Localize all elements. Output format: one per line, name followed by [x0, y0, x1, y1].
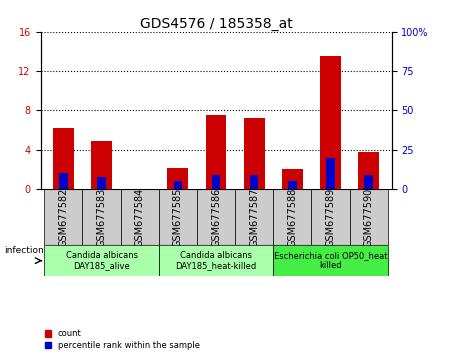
Legend: count, percentile rank within the sample: count, percentile rank within the sample — [45, 329, 200, 350]
Text: GSM677589: GSM677589 — [325, 188, 335, 247]
Bar — [174, 181, 182, 189]
Bar — [121, 189, 159, 245]
Bar — [53, 128, 74, 189]
Bar — [159, 245, 273, 276]
Text: GSM677585: GSM677585 — [173, 188, 183, 247]
Text: GSM677583: GSM677583 — [97, 188, 107, 247]
Bar — [326, 158, 335, 189]
Text: Escherichia coli OP50_heat
killed: Escherichia coli OP50_heat killed — [274, 251, 387, 270]
Text: infection: infection — [4, 246, 44, 255]
Text: Candida albicans
DAY185_alive: Candida albicans DAY185_alive — [66, 251, 138, 270]
Text: Candida albicans
DAY185_heat-killed: Candida albicans DAY185_heat-killed — [176, 251, 256, 270]
Bar — [320, 56, 341, 189]
Bar — [97, 177, 106, 189]
Bar — [206, 115, 226, 189]
Bar — [282, 170, 303, 189]
Text: GSM677590: GSM677590 — [364, 188, 374, 247]
Bar — [212, 175, 220, 189]
Bar — [167, 169, 189, 189]
Bar — [350, 189, 388, 245]
Bar — [364, 175, 373, 189]
Text: GSM677588: GSM677588 — [287, 188, 297, 247]
Bar — [235, 189, 273, 245]
Text: GSM677582: GSM677582 — [58, 188, 68, 247]
Title: GDS4576 / 185358_at: GDS4576 / 185358_at — [140, 17, 292, 31]
Bar — [44, 189, 82, 245]
Bar — [82, 189, 121, 245]
Bar — [197, 189, 235, 245]
Bar — [288, 181, 297, 189]
Bar — [358, 152, 379, 189]
Bar — [159, 189, 197, 245]
Bar — [311, 189, 350, 245]
Bar — [273, 189, 311, 245]
Bar — [59, 173, 68, 189]
Text: GSM677587: GSM677587 — [249, 188, 259, 247]
Bar — [250, 175, 258, 189]
Text: GSM677584: GSM677584 — [135, 188, 145, 247]
Bar — [273, 245, 388, 276]
Bar — [243, 118, 265, 189]
Bar — [44, 245, 159, 276]
Text: GSM677586: GSM677586 — [211, 188, 221, 247]
Bar — [91, 141, 112, 189]
